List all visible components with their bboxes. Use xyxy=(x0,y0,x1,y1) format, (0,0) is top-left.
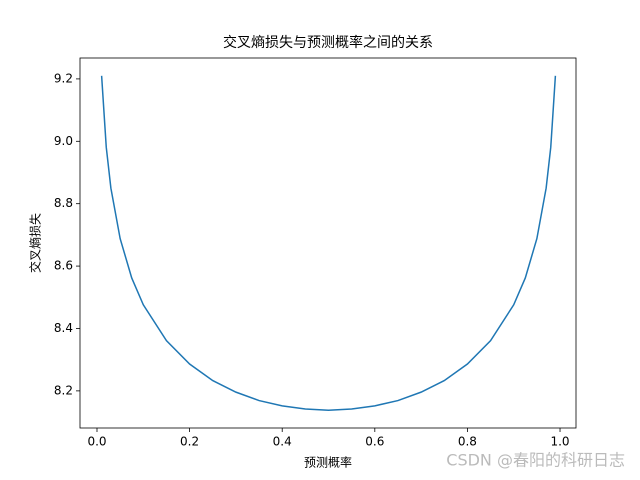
y-tick-label: 9.2 xyxy=(54,71,73,85)
y-tick-label: 8.6 xyxy=(54,259,73,273)
y-tick-label: 8.4 xyxy=(54,321,73,335)
data-line xyxy=(100,75,557,411)
x-tick-label: 0.0 xyxy=(87,435,106,449)
x-tick-label: 0.8 xyxy=(458,435,477,449)
y-axis-label: 交叉熵损失 xyxy=(28,213,43,273)
y-tick-label: 9.0 xyxy=(54,134,73,148)
x-tick-label: 1.0 xyxy=(550,435,569,449)
y-tick-label: 8.8 xyxy=(54,196,73,210)
x-tick-label: 0.4 xyxy=(273,435,292,449)
watermark: CSDN @春阳的科研日志 xyxy=(446,451,625,470)
y-tick-label: 8.2 xyxy=(54,383,73,397)
plot-frame xyxy=(79,57,577,429)
chart-title: 交叉熵损失与预测概率之间的关系 xyxy=(223,34,433,51)
x-tick-label: 0.2 xyxy=(180,435,199,449)
x-tick-label: 0.6 xyxy=(365,435,384,449)
x-axis-label: 预测概率 xyxy=(304,455,352,470)
